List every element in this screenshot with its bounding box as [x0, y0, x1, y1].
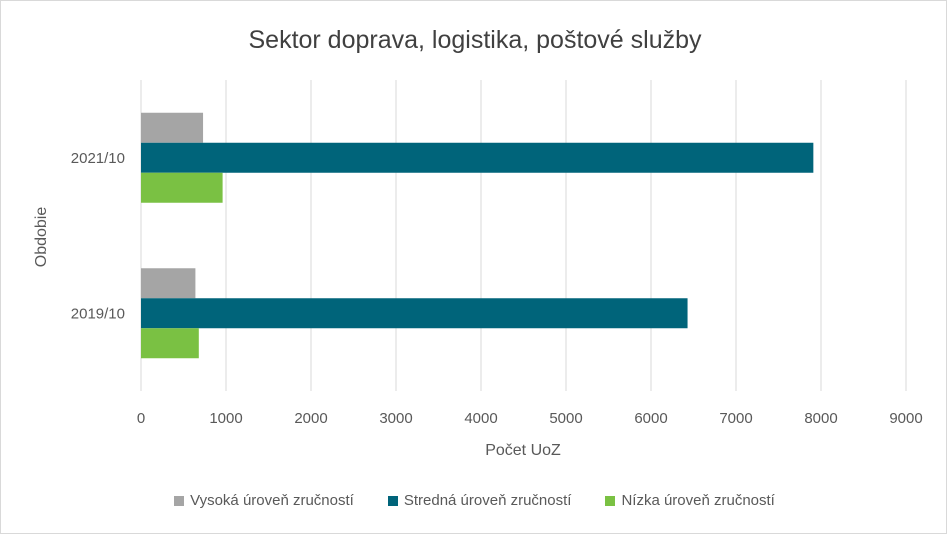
x-tick-labels: 0 1000 2000 3000 4000 5000 6000 7000 8000 9000 [137, 410, 923, 427]
legend-label: Stredná úroveň zručností [403, 492, 572, 509]
x-tick-label: 2000 [294, 410, 327, 427]
y-tick-label: 2019/10 [71, 305, 125, 322]
y-axis-label: Obdobie [33, 207, 50, 268]
x-tick-label: 9000 [889, 410, 922, 427]
legend-swatch [605, 495, 616, 506]
legend-label: Vysoká úroveň zručností [190, 492, 354, 509]
x-axis-label: Počet UoZ [485, 442, 561, 459]
bar-high-2019-10 [141, 268, 196, 299]
x-tick-label: 7000 [719, 410, 752, 427]
x-tick-label: 8000 [804, 410, 837, 427]
bar-low-2021-10 [141, 172, 223, 203]
bar-high-2021-10 [141, 112, 204, 143]
x-tick-label: 3000 [379, 410, 412, 427]
legend-item-high-skill: Vysoká úroveň zručností [174, 492, 354, 509]
legend-item-medium-skill: Stredná úroveň zručností [387, 492, 572, 509]
x-tick-label: 4000 [464, 410, 497, 427]
legend: Vysoká úroveň zručností Stredná úroveň z… [1, 492, 947, 509]
legend-swatch [387, 495, 398, 506]
gridlines [140, 80, 907, 391]
legend-label: Nízka úroveň zručností [621, 492, 775, 509]
x-tick-label: 6000 [634, 410, 667, 427]
y-tick-labels: 2021/10 2019/10 [71, 150, 125, 323]
legend-swatch [174, 495, 185, 506]
bar-low-2019-10 [141, 328, 199, 359]
bars [141, 112, 814, 359]
bar-medium-2021-10 [141, 142, 814, 173]
chart-title: Sektor doprava, logistika, poštové služb… [248, 26, 702, 54]
x-tick-label: 5000 [549, 410, 582, 427]
y-tick-label: 2021/10 [71, 150, 125, 167]
legend-item-low-skill: Nízka úroveň zručností [605, 492, 775, 509]
x-tick-label: 0 [137, 410, 145, 427]
bar-medium-2019-10 [141, 298, 688, 329]
x-tick-label: 1000 [209, 410, 242, 427]
